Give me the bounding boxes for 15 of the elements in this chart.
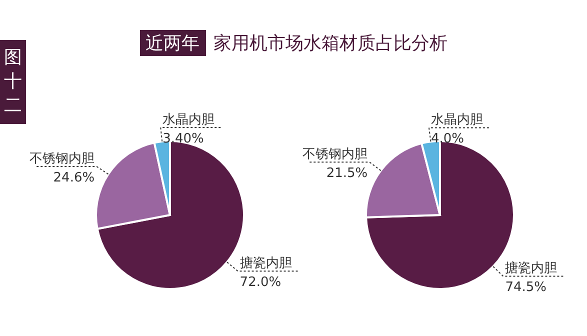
data-label: 21.5%: [326, 166, 368, 182]
slice-label: 搪瓷内胆: [505, 261, 558, 276]
data-label: 3.40%: [162, 132, 204, 146]
slice-label: 不锈钢内胆: [302, 147, 368, 162]
data-label: 72.0%: [240, 275, 282, 290]
data-label: 24.6%: [53, 170, 95, 186]
chart-title: 近两年: [140, 30, 206, 56]
slice-label: 水晶内胆: [430, 112, 483, 128]
text: 家用机市场水箱材质占比分析: [214, 32, 448, 55]
slice-label: 水晶内胆: [162, 112, 215, 128]
data-label: 74.5%: [505, 280, 547, 296]
data-label: 4.0%: [430, 132, 464, 147]
side-tab: 图十二: [0, 40, 26, 124]
slice-label: 不锈钢内胆: [30, 151, 95, 166]
slice-label: 搪瓷内胆: [240, 256, 292, 272]
